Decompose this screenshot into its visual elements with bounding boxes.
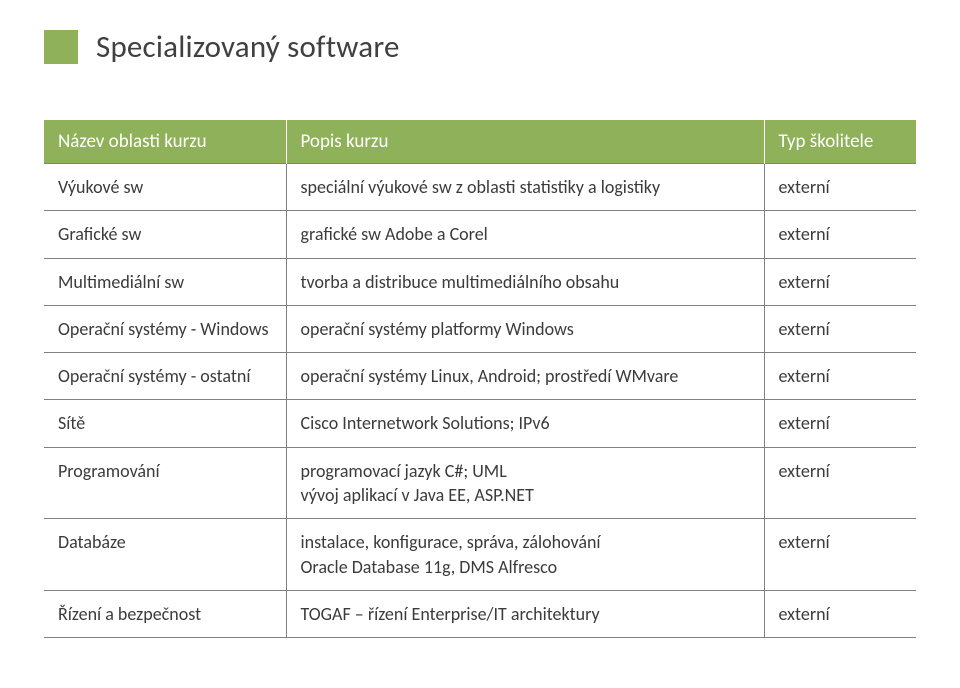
table-cell: Řízení a bezpečnost	[44, 590, 286, 637]
table-cell: instalace, konfigurace, správa, zálohová…	[286, 519, 764, 591]
table-body: Výukové swspeciální výukové sw z oblasti…	[44, 164, 916, 638]
table-row: Operační systémy - Windowsoperační systé…	[44, 305, 916, 352]
table-header-row: Název oblasti kurzu Popis kurzu Typ škol…	[44, 120, 916, 164]
table-cell: tvorba a distribuce multimediálního obsa…	[286, 258, 764, 305]
table-cell: Sítě	[44, 400, 286, 447]
table-cell: externí	[764, 164, 916, 211]
table-cell: Cisco Internetwork Solutions; IPv6	[286, 400, 764, 447]
table-cell: TOGAF – řízení Enterprise/IT architektur…	[286, 590, 764, 637]
table-cell: externí	[764, 305, 916, 352]
slide-title-row: Specializovaný software	[44, 28, 916, 66]
table-row: Programováníprogramovací jazyk C#; UMLvý…	[44, 447, 916, 519]
table-cell: externí	[764, 447, 916, 519]
table-header-cell: Název oblasti kurzu	[44, 120, 286, 164]
table-cell: Grafické sw	[44, 211, 286, 258]
table-cell: externí	[764, 353, 916, 400]
table-cell: Programování	[44, 447, 286, 519]
table-cell: Multimediální sw	[44, 258, 286, 305]
table-row: Řízení a bezpečnostTOGAF – řízení Enterp…	[44, 590, 916, 637]
table-cell: operační systémy platformy Windows	[286, 305, 764, 352]
table-cell: Operační systémy - ostatní	[44, 353, 286, 400]
table-cell: Databáze	[44, 519, 286, 591]
table-cell: Operační systémy - Windows	[44, 305, 286, 352]
slide-title: Specializovaný software	[96, 28, 400, 66]
title-bullet-icon	[44, 30, 78, 64]
table-cell: externí	[764, 400, 916, 447]
table-cell: externí	[764, 211, 916, 258]
table-row: Multimediální swtvorba a distribuce mult…	[44, 258, 916, 305]
table-cell: speciální výukové sw z oblasti statistik…	[286, 164, 764, 211]
table-row: Operační systémy - ostatníoperační systé…	[44, 353, 916, 400]
table-cell: externí	[764, 590, 916, 637]
table-cell: Výukové sw	[44, 164, 286, 211]
table-row: SítěCisco Internetwork Solutions; IPv6ex…	[44, 400, 916, 447]
table-cell: grafické sw Adobe a Corel	[286, 211, 764, 258]
table-row: Výukové swspeciální výukové sw z oblasti…	[44, 164, 916, 211]
table-header-cell: Popis kurzu	[286, 120, 764, 164]
table-cell: externí	[764, 258, 916, 305]
table-cell: operační systémy Linux, Android; prostře…	[286, 353, 764, 400]
table-cell: programovací jazyk C#; UMLvývoj aplikací…	[286, 447, 764, 519]
table-cell: externí	[764, 519, 916, 591]
table-row: Databázeinstalace, konfigurace, správa, …	[44, 519, 916, 591]
courses-table: Název oblasti kurzu Popis kurzu Typ škol…	[44, 120, 916, 638]
table-row: Grafické swgrafické sw Adobe a Corelexte…	[44, 211, 916, 258]
table-header-cell: Typ školitele	[764, 120, 916, 164]
